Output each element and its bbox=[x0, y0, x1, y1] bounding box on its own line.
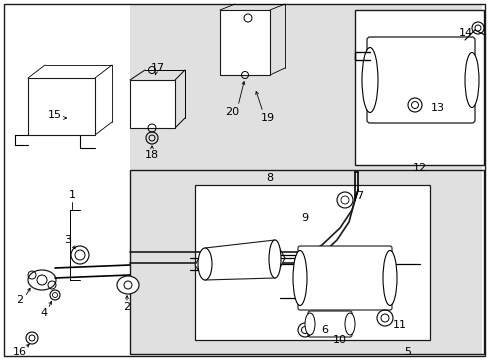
Text: 18: 18 bbox=[144, 150, 159, 160]
Ellipse shape bbox=[268, 240, 281, 278]
Ellipse shape bbox=[464, 53, 478, 108]
Polygon shape bbox=[220, 10, 269, 75]
FancyBboxPatch shape bbox=[307, 311, 351, 337]
Polygon shape bbox=[28, 78, 95, 135]
Text: 5: 5 bbox=[404, 347, 411, 357]
FancyBboxPatch shape bbox=[366, 37, 474, 123]
Ellipse shape bbox=[292, 251, 306, 306]
Text: 14: 14 bbox=[458, 28, 472, 38]
Text: 4: 4 bbox=[41, 308, 47, 318]
FancyBboxPatch shape bbox=[297, 246, 391, 310]
Bar bbox=[354, 10, 483, 165]
Circle shape bbox=[474, 25, 480, 31]
Bar bbox=[130, 5, 481, 355]
Text: 1: 1 bbox=[68, 190, 75, 200]
Text: 19: 19 bbox=[261, 113, 274, 123]
Text: 2: 2 bbox=[123, 302, 130, 312]
Text: 10: 10 bbox=[332, 335, 346, 345]
Text: 17: 17 bbox=[151, 63, 165, 73]
Text: 13: 13 bbox=[430, 103, 444, 113]
Text: 20: 20 bbox=[224, 107, 239, 117]
Text: 3: 3 bbox=[64, 235, 71, 245]
Ellipse shape bbox=[305, 313, 314, 335]
Bar bbox=[130, 170, 483, 354]
Text: 2: 2 bbox=[17, 295, 23, 305]
Polygon shape bbox=[130, 80, 175, 128]
Ellipse shape bbox=[361, 48, 377, 113]
Text: 6: 6 bbox=[321, 325, 328, 335]
Polygon shape bbox=[195, 240, 285, 280]
Text: 12: 12 bbox=[412, 163, 426, 173]
Text: 8: 8 bbox=[266, 173, 273, 183]
Text: 9: 9 bbox=[301, 213, 308, 223]
Text: 11: 11 bbox=[392, 320, 406, 330]
Ellipse shape bbox=[198, 248, 212, 280]
Ellipse shape bbox=[382, 251, 396, 306]
Ellipse shape bbox=[117, 276, 139, 294]
Text: 15: 15 bbox=[48, 110, 62, 120]
Bar bbox=[195, 185, 429, 340]
Ellipse shape bbox=[28, 270, 56, 290]
Text: 16: 16 bbox=[13, 347, 27, 357]
Text: 7: 7 bbox=[356, 191, 363, 201]
Ellipse shape bbox=[345, 313, 354, 335]
